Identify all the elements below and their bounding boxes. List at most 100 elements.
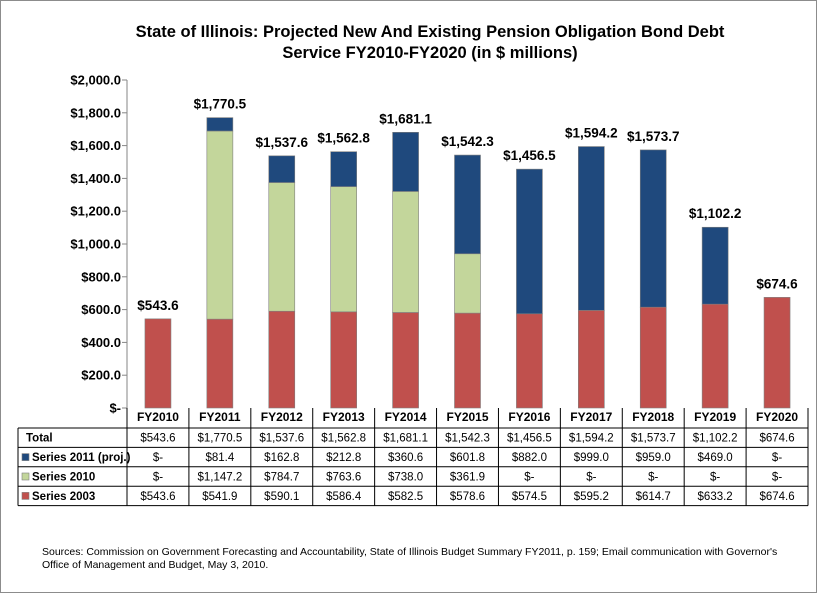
table-cell: $959.0 [636,452,671,464]
table-cell: $614.7 [636,491,671,503]
bar-segment [516,313,543,409]
total-label: $1,456.5 [503,148,556,163]
table-cell: $1,770.5 [197,433,242,445]
table-cell: $1,537.6 [259,433,304,445]
table-cell: $738.0 [388,472,423,484]
table-row-label: Total [26,433,53,445]
x-tick-label: FY2012 [261,410,303,424]
bar-segment [392,191,419,313]
bar-segment [330,186,357,313]
table-cell: $543.6 [140,491,175,503]
bar-segment [701,226,729,305]
y-tick-label: $1,000.0 [70,237,121,252]
total-label: $1,770.5 [194,97,247,112]
y-tick-label: $- [109,401,121,416]
total-label: $1,102.2 [689,206,742,221]
bar-segment [206,117,234,132]
x-tick-label: FY2014 [385,410,427,424]
total-label: $674.6 [756,276,798,291]
x-tick-label: FY2016 [508,410,550,424]
x-tick-label: FY2010 [137,410,179,424]
x-tick-label: FY2015 [446,410,488,424]
table-cell: $469.0 [698,452,733,464]
table-cell: $360.6 [388,452,423,464]
table-cell: $- [586,472,596,484]
total-label: $1,542.3 [441,134,494,149]
table-cell: $1,681.1 [383,433,428,445]
total-label: $1,681.1 [379,111,432,126]
table-cell: $543.6 [140,433,175,445]
table-row-label: Series 2003 [32,491,95,503]
table-cell: $999.0 [574,452,609,464]
y-tick-label: $200.0 [81,368,121,383]
table-row-label: Series 2010 [32,472,95,484]
table-cell: $763.6 [326,472,361,484]
source-note: Sources: Commission on Government Foreca… [42,546,778,571]
bar-segment [578,310,605,409]
table-cell: $595.2 [574,491,609,503]
y-tick-label: $600.0 [81,302,121,317]
y-tick-label: $400.0 [81,335,121,350]
total-label: $1,594.2 [565,126,618,141]
table-cell: $162.8 [264,452,299,464]
table-row-label: Series 2011 (proj.) [32,452,131,464]
bar-segment [639,306,667,409]
table-cell: $212.8 [326,452,361,464]
x-tick-label: FY2011 [199,410,241,424]
x-tick-label: FY2013 [323,410,365,424]
bar-segment [330,311,357,409]
legend-key [21,492,30,500]
table-cell: $784.7 [264,472,299,484]
table-cell: $586.4 [326,491,362,503]
table-cell: $674.6 [759,491,794,503]
y-tick-label: $1,200.0 [70,204,121,219]
bar-segment [206,130,234,320]
legend-key [21,472,30,481]
bar-segment [268,182,296,312]
bar-segment [701,303,729,409]
legend-key [21,453,30,461]
table-cell: $574.5 [512,491,547,503]
y-tick-label: $1,400.0 [70,171,121,186]
bar-segment [578,146,605,311]
bar-segment [330,151,357,187]
bar-segment [392,312,419,409]
total-label: $1,537.6 [255,135,308,150]
bar-segment [516,168,543,315]
table-cell: $- [648,472,658,484]
chart-title: State of Illinois: Projected New And Exi… [100,22,760,64]
total-label: $1,562.8 [317,131,370,146]
bar-segment [392,131,419,192]
x-tick-label: FY2018 [632,410,674,424]
table-cell: $- [772,452,782,464]
x-tick-label: FY2020 [756,410,798,424]
table-cell: $1,147.2 [197,472,242,484]
x-tick-label: FY2017 [570,410,612,424]
bar-segment [268,310,296,409]
chart-title-line-2: Service FY2010-FY2020 (in $ millions) [282,44,578,62]
bar-segment [206,318,234,409]
table-cell: $- [772,472,782,484]
table-cell: $1,102.2 [693,433,738,445]
table-cell: $674.6 [759,433,794,445]
table-cell: $- [710,472,720,484]
table-cell: $- [524,472,534,484]
bar-segment [454,253,481,314]
table-cell: $633.2 [698,491,733,503]
y-tick-label: $1,800.0 [70,105,121,120]
table-cell: $1,456.5 [507,433,552,445]
bar-segment [144,318,172,409]
table-cell: $81.4 [205,452,234,464]
total-label: $1,573.7 [627,129,680,144]
table-cell: $- [153,472,163,484]
table-cell: $578.6 [450,491,485,503]
table-cell: $1,562.8 [321,433,366,445]
table-cell: $1,573.7 [631,433,676,445]
chart-title-line-1: State of Illinois: Projected New And Exi… [135,23,725,41]
y-tick-label: $800.0 [81,269,121,284]
table-cell: $582.5 [388,491,423,503]
bar-segment [454,154,481,255]
table-cell: $- [153,452,163,464]
total-label: $543.6 [137,298,179,313]
x-tick-label: FY2019 [694,410,736,424]
